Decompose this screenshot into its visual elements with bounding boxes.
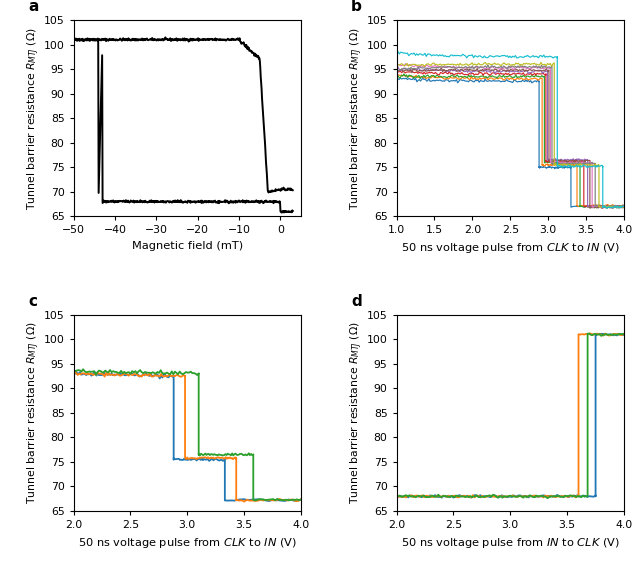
X-axis label: 50 ns voltage pulse from $\it{CLK}$ to $\it{IN}$ (V): 50 ns voltage pulse from $\it{CLK}$ to $… bbox=[78, 536, 297, 550]
Y-axis label: Tunnel barrier resistance $R_{MTJ}$ (Ω): Tunnel barrier resistance $R_{MTJ}$ (Ω) bbox=[349, 27, 365, 210]
Y-axis label: Tunnel barrier resistance $R_{MTJ}$ (Ω): Tunnel barrier resistance $R_{MTJ}$ (Ω) bbox=[26, 321, 42, 504]
X-axis label: 50 ns voltage pulse from $\it{IN}$ to $\it{CLK}$ (V): 50 ns voltage pulse from $\it{IN}$ to $\… bbox=[401, 536, 620, 550]
X-axis label: Magnetic field (mT): Magnetic field (mT) bbox=[132, 241, 243, 251]
Y-axis label: Tunnel barrier resistance $R_{MTJ}$ (Ω): Tunnel barrier resistance $R_{MTJ}$ (Ω) bbox=[26, 27, 42, 210]
Text: d: d bbox=[351, 293, 362, 309]
Text: a: a bbox=[28, 0, 38, 14]
Y-axis label: Tunnel barrier resistance $R_{MTJ}$ (Ω): Tunnel barrier resistance $R_{MTJ}$ (Ω) bbox=[349, 321, 365, 504]
X-axis label: 50 ns voltage pulse from $\it{CLK}$ to $\it{IN}$ (V): 50 ns voltage pulse from $\it{CLK}$ to $… bbox=[401, 241, 620, 255]
Text: c: c bbox=[28, 293, 37, 309]
Text: b: b bbox=[351, 0, 362, 14]
